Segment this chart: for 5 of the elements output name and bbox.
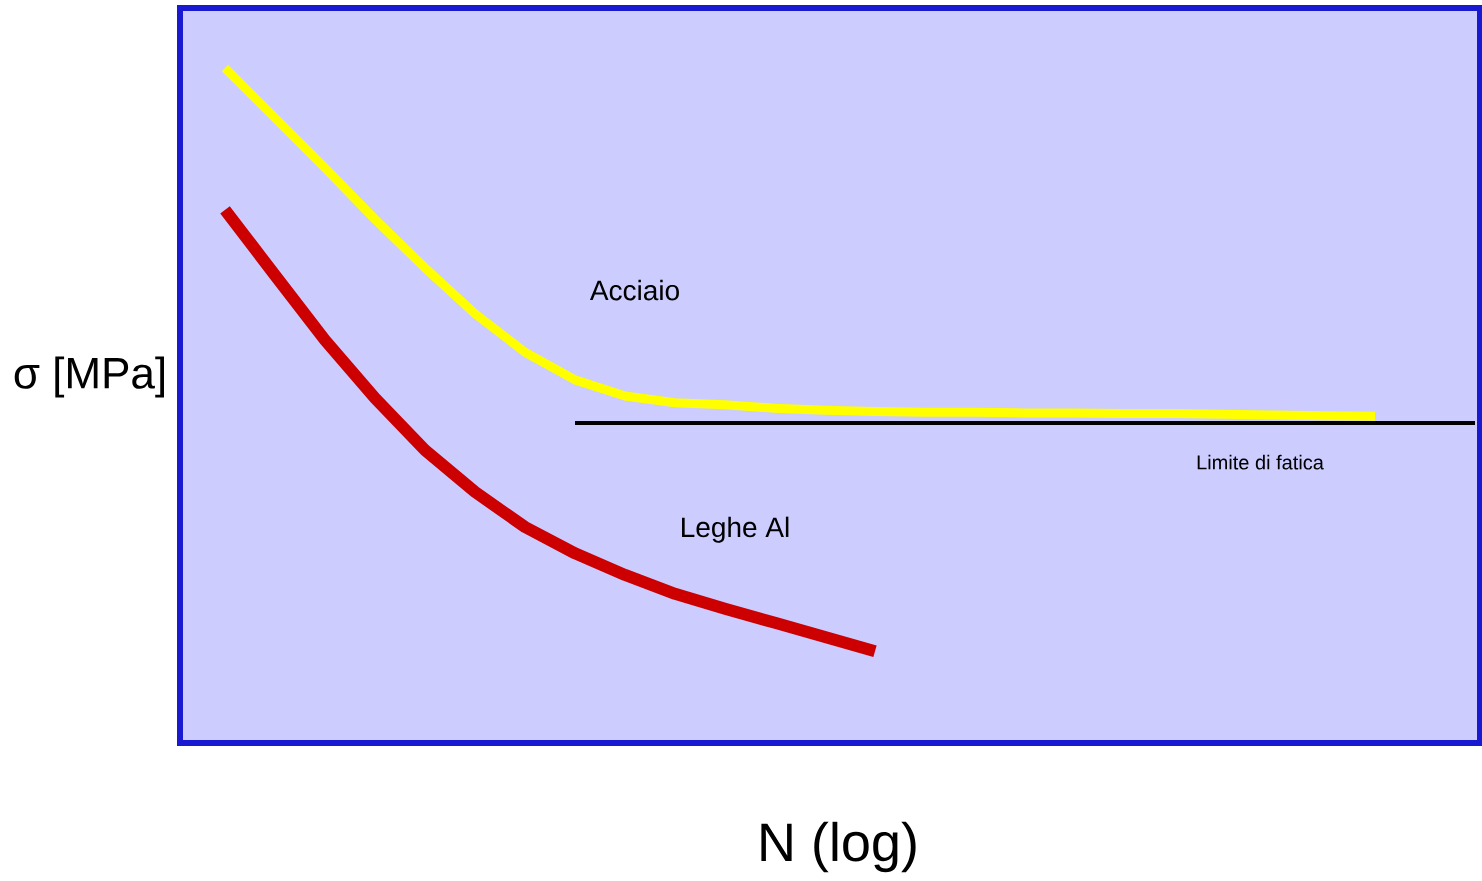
series-label: Limite di fatica	[1197, 454, 1324, 470]
x-axis-title: N (log)	[761, 821, 916, 873]
y-axis-title: σ [MPa]	[14, 356, 164, 398]
series-label: Leghe Al	[682, 516, 789, 543]
text: Acciaio	[589, 279, 679, 301]
